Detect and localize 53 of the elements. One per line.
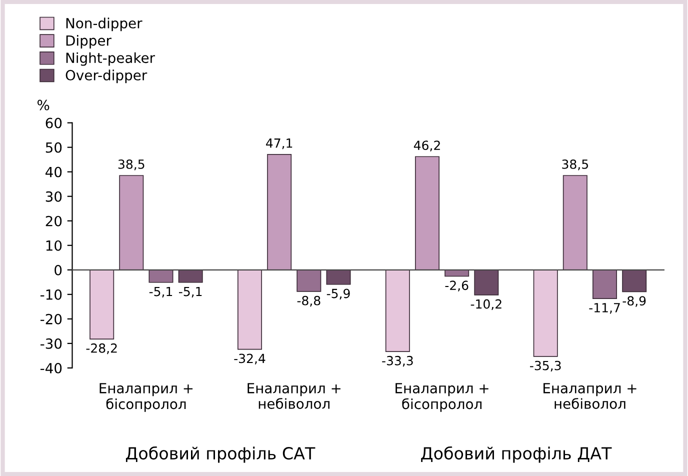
bar (592, 269, 618, 299)
x-tick-label: Еналаприл + небіволол (248, 383, 340, 409)
data-label: -2,6 (445, 280, 468, 292)
y-tick-label: 10 (46, 240, 62, 251)
y-tick-label: 40 (46, 166, 62, 178)
bar (414, 156, 440, 270)
bar (296, 269, 322, 292)
data-label: -8,8 (297, 296, 320, 307)
y-tick-label: -30 (40, 338, 62, 349)
legend-label: Night-peaker (66, 52, 156, 66)
y-axis-title: % (38, 100, 50, 110)
y-tick-label: -20 (40, 314, 62, 324)
legend-label: Non-dipper (66, 18, 142, 32)
text: Добовий профіль ДАТ (421, 446, 612, 463)
y-tick-label: 50 (46, 142, 62, 153)
data-label: -5,9 (326, 288, 350, 300)
bar (178, 269, 203, 283)
data-label: -5,1 (178, 286, 202, 298)
legend-label: Over-dipper (66, 70, 148, 84)
x-tick-label: Еналаприл + небіволол (544, 383, 636, 409)
bar (326, 269, 351, 285)
data-label: -32,4 (234, 354, 266, 364)
data-label: -5,1 (149, 286, 172, 298)
y-tick-label: 20 (46, 216, 62, 226)
data-label: -28,2 (86, 343, 117, 354)
y-tick-label: 0 (54, 264, 62, 276)
bar (562, 175, 588, 270)
data-label: 46,2 (414, 140, 440, 152)
data-label: -35,3 (530, 360, 561, 372)
bar (474, 269, 499, 296)
x-tick-label: Еналаприл + бісопролол (396, 383, 488, 412)
data-label: -33,3 (382, 356, 413, 367)
x-tick-label: Еналаприл + бісопролол (100, 383, 193, 412)
bar (148, 269, 174, 283)
data-label: 38,5 (562, 159, 588, 170)
text: Добовий профіль САТ (126, 446, 316, 463)
y-tick-label: 60 (46, 118, 62, 128)
bar (267, 154, 292, 270)
bar (622, 269, 647, 292)
data-label: -8,9 (622, 296, 646, 307)
y-tick-label: 30 (46, 191, 62, 202)
bar (533, 269, 558, 357)
data-label: 47,1 (266, 138, 292, 150)
bar (90, 269, 114, 340)
bar (385, 269, 410, 352)
legend-label: Dipper (66, 35, 112, 48)
bar (237, 269, 262, 350)
y-tick-label: -40 (40, 362, 62, 374)
data-label: 38,5 (118, 159, 144, 170)
data-label: -10,2 (470, 299, 502, 310)
y-tick-label: -10 (40, 289, 62, 300)
bar (119, 175, 144, 270)
data-label: -11,7 (589, 303, 620, 314)
